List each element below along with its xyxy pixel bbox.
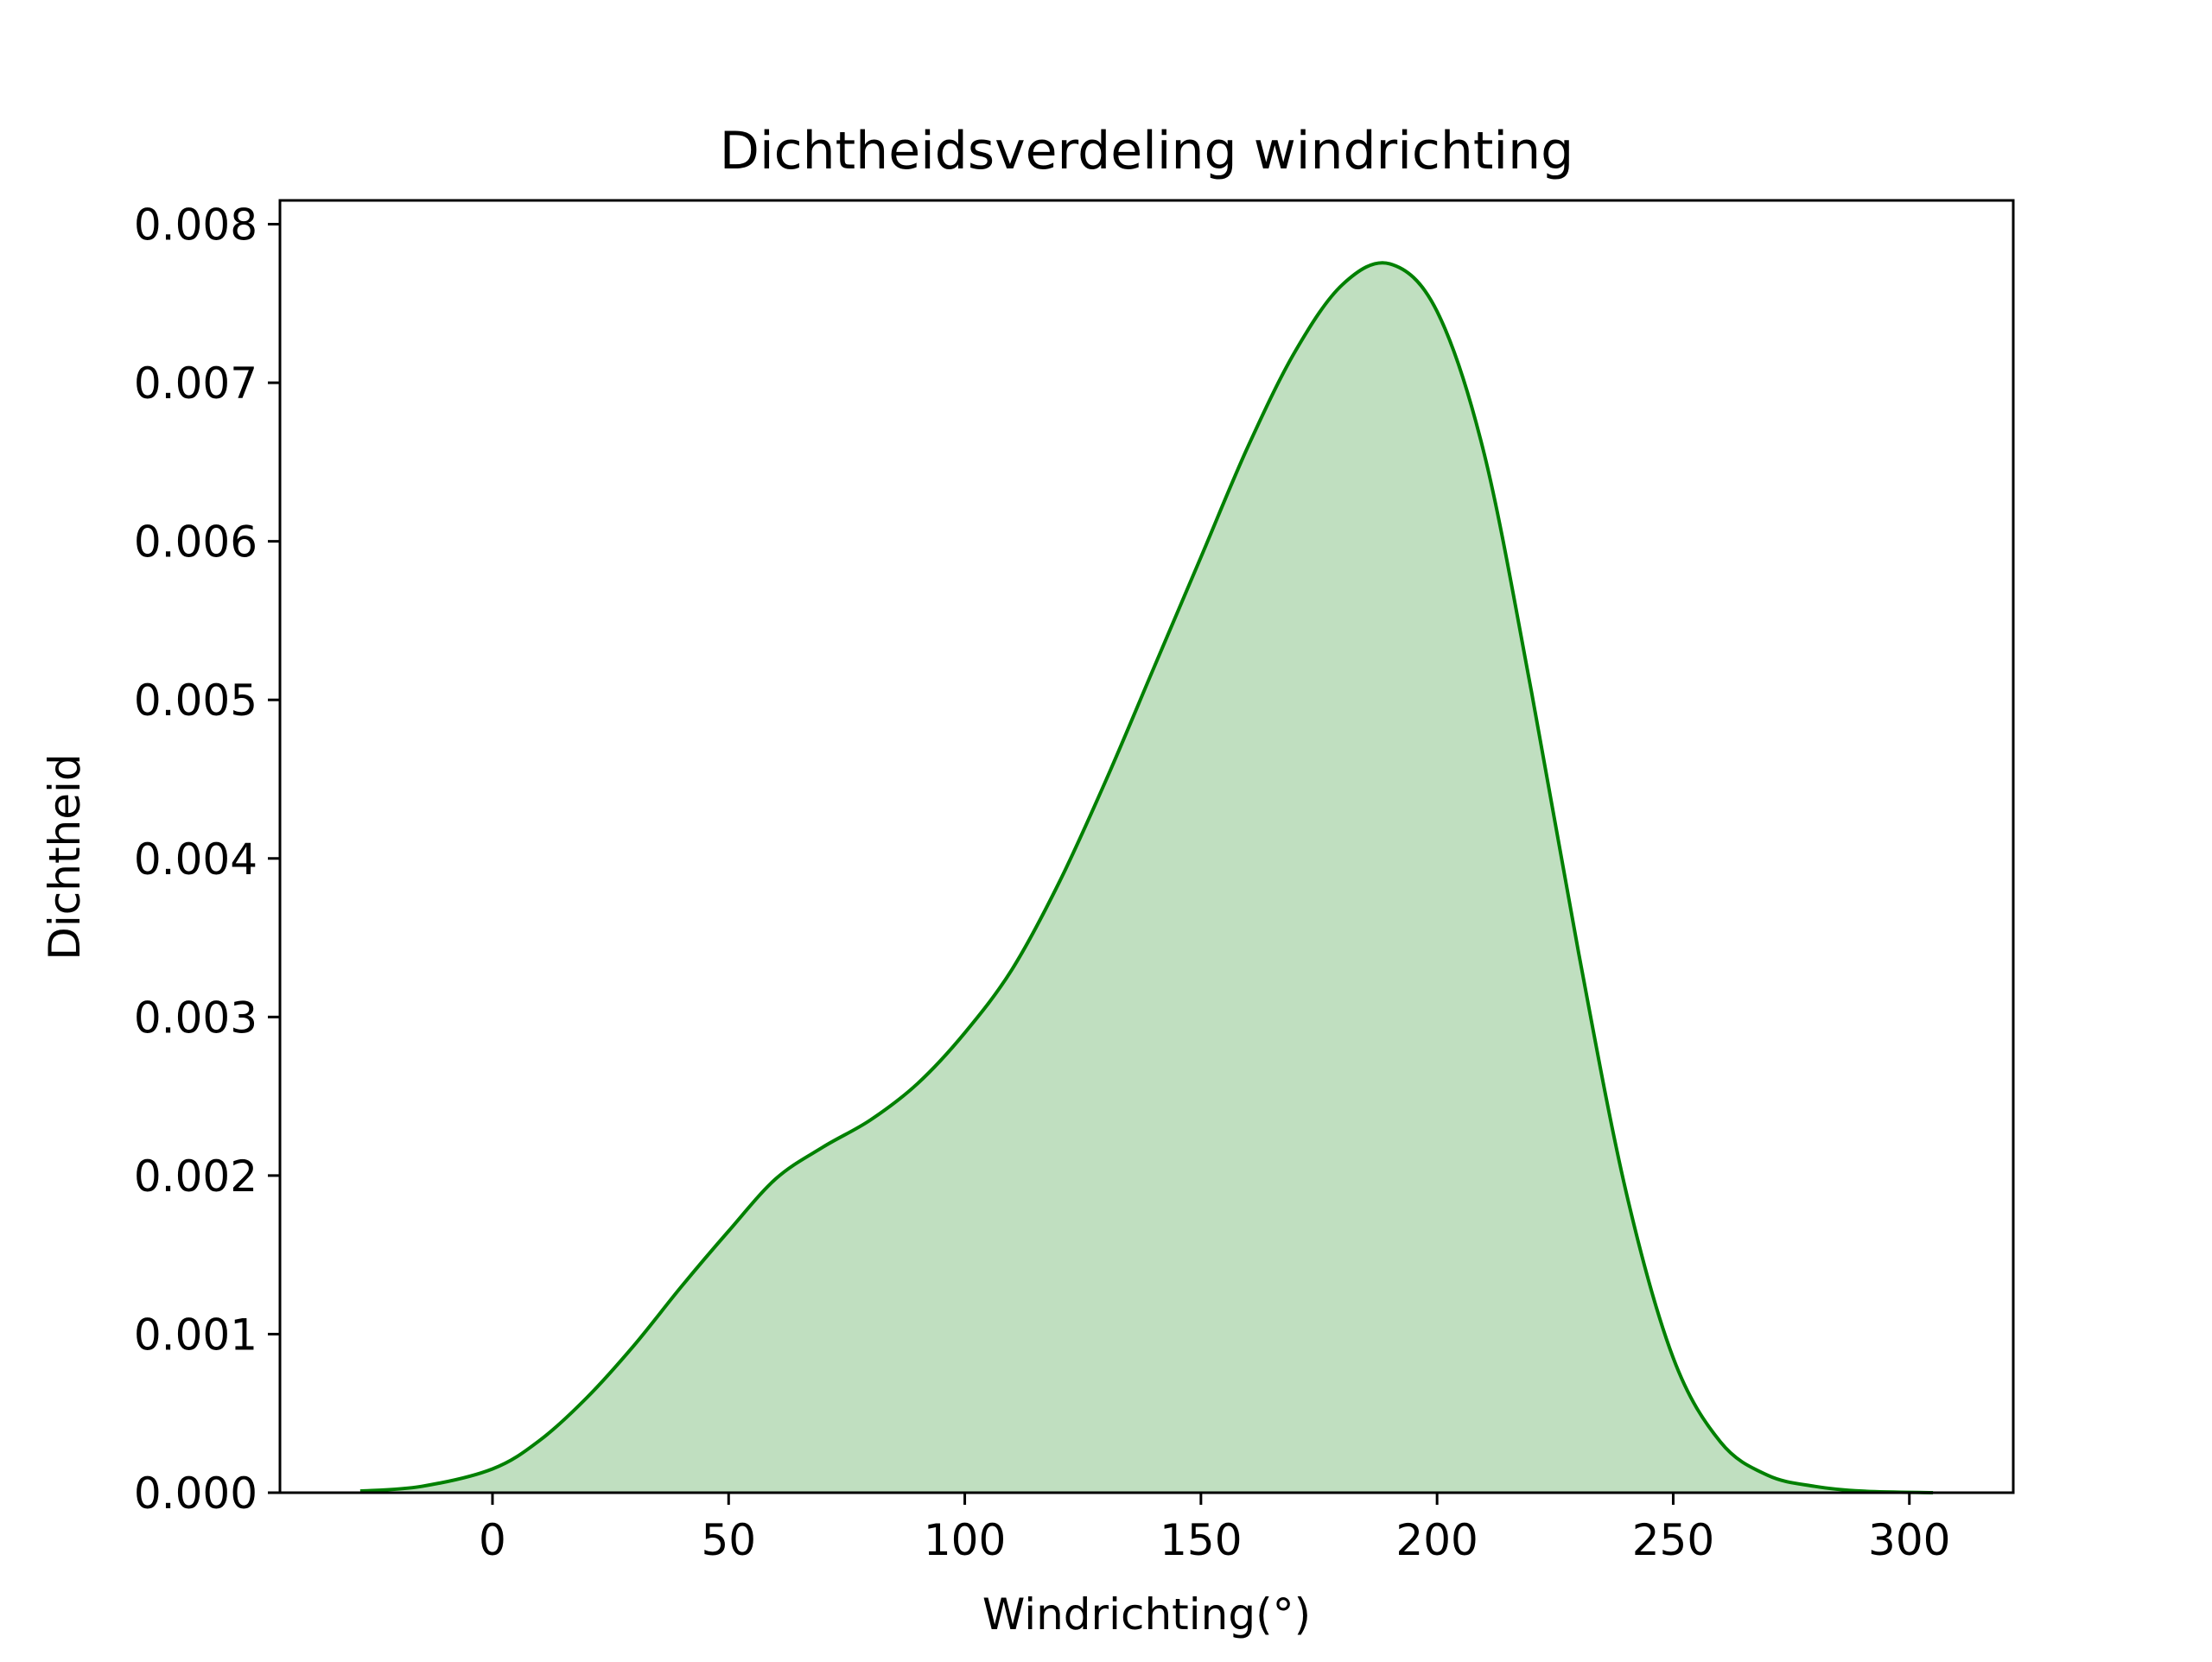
x-tick-label: 300 bbox=[1868, 1515, 1950, 1565]
y-tick-label: 0.002 bbox=[134, 1151, 257, 1202]
plot-frame bbox=[278, 199, 2015, 1494]
y-tick-label: 0.006 bbox=[134, 517, 257, 568]
y-tick-label: 0.005 bbox=[134, 676, 257, 726]
density-curve-line bbox=[359, 261, 1934, 1494]
y-tick-label: 0.003 bbox=[134, 993, 257, 1043]
plot-area bbox=[278, 199, 2015, 1494]
y-axis-label: Dichtheid bbox=[40, 753, 90, 960]
y-tick-label: 0.007 bbox=[134, 358, 257, 409]
x-tick-label: 250 bbox=[1632, 1515, 1714, 1565]
y-tick-label: 0.000 bbox=[134, 1469, 257, 1519]
density-area-fill bbox=[359, 263, 1934, 1493]
x-tick-label: 50 bbox=[701, 1515, 756, 1565]
chart-title: Dichtheidsverdeling windrichting bbox=[720, 121, 1573, 181]
y-tick-label: 0.004 bbox=[134, 834, 257, 885]
y-axis-ticks: 0.000 0.001 0.002 0.003 0.004 0.005 0.006 0.007… bbox=[134, 200, 280, 1519]
x-axis-label: Windrichting(°) bbox=[982, 1589, 1311, 1640]
x-tick-label: 100 bbox=[924, 1515, 1006, 1565]
x-axis-ticks: 0 50 100 150 200 250 300 bbox=[479, 1493, 1950, 1565]
x-tick-label: 150 bbox=[1160, 1515, 1242, 1565]
x-tick-label: 200 bbox=[1395, 1515, 1478, 1565]
y-tick-label: 0.001 bbox=[134, 1310, 257, 1360]
y-tick-label: 0.008 bbox=[134, 200, 257, 251]
x-tick-label: 0 bbox=[479, 1515, 506, 1565]
